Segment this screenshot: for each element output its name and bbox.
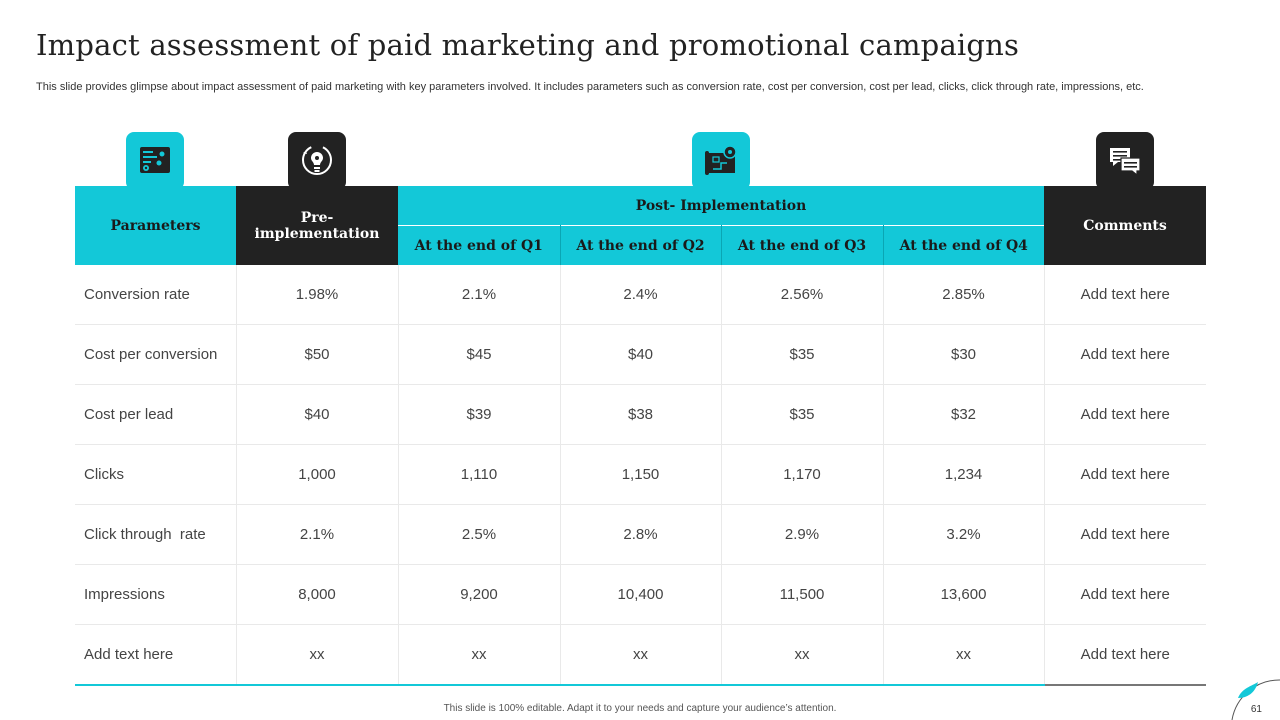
cell-q1: xx xyxy=(398,624,561,686)
cell-q2: $38 xyxy=(560,384,722,445)
page-number: 61 xyxy=(1250,704,1262,715)
cell-q1: 9,200 xyxy=(398,564,561,625)
header-q4: At the end of Q4 xyxy=(883,225,1045,265)
cell-q2: 2.8% xyxy=(560,504,722,565)
cell-parameter: Conversion rate xyxy=(75,265,237,325)
cell-q2: 10,400 xyxy=(560,564,722,625)
header-parameters: Parameters xyxy=(75,186,236,265)
cell-q2: xx xyxy=(560,624,722,686)
table-row: Cost per conversion $50 $45 $40 $35 $30 … xyxy=(75,324,1207,385)
table-row: Click through rate 2.1% 2.5% 2.8% 2.9% 3… xyxy=(75,504,1207,565)
cell-pre: 1.98% xyxy=(235,265,399,325)
slide-subtitle: This slide provides glimpse about impact… xyxy=(36,81,1144,93)
corner-decoration-icon xyxy=(1231,679,1280,720)
chat-bubbles-icon xyxy=(1096,132,1154,190)
cell-parameter: Clicks xyxy=(75,444,237,505)
cell-q1: 2.1% xyxy=(398,265,561,325)
settings-panel-icon xyxy=(126,132,184,190)
cell-q2: 1,150 xyxy=(560,444,722,505)
cell-q4: 13,600 xyxy=(883,564,1045,625)
cell-q3: 11,500 xyxy=(721,564,884,625)
cell-comment: Add text here xyxy=(1044,624,1207,686)
header-pre-implementation: Pre- implementation xyxy=(236,186,398,265)
cell-q4: 3.2% xyxy=(883,504,1045,565)
cell-q3: 2.9% xyxy=(721,504,884,565)
cell-comment: Add text here xyxy=(1044,564,1207,625)
table-row: Add text here xx xx xx xx xx Add text he… xyxy=(75,624,1207,686)
cell-q2: $40 xyxy=(560,324,722,385)
cell-q4: 1,234 xyxy=(883,444,1045,505)
header-post-implementation: Post- Implementation xyxy=(398,186,1045,226)
cell-comment: Add text here xyxy=(1044,265,1207,325)
cell-parameter: Add text here xyxy=(75,624,237,686)
header-q1: At the end of Q1 xyxy=(398,225,561,265)
lightbulb-gear-icon xyxy=(288,132,346,190)
cell-parameter: Click through rate xyxy=(75,504,237,565)
cell-parameter: Cost per lead xyxy=(75,384,237,445)
impact-assessment-table: Parameters Pre- implementation Post- Imp… xyxy=(75,186,1207,686)
cell-q1: 1,110 xyxy=(398,444,561,505)
cell-pre: 8,000 xyxy=(235,564,399,625)
cell-q1: $39 xyxy=(398,384,561,445)
table-row: Impressions 8,000 9,200 10,400 11,500 13… xyxy=(75,564,1207,625)
cell-q4: xx xyxy=(883,624,1045,686)
cell-q4: $32 xyxy=(883,384,1045,445)
cell-pre: $50 xyxy=(235,324,399,385)
cell-q3: $35 xyxy=(721,384,884,445)
cell-q2: 2.4% xyxy=(560,265,722,325)
table-row: Clicks 1,000 1,110 1,150 1,170 1,234 Add… xyxy=(75,444,1207,505)
cell-pre: 2.1% xyxy=(235,504,399,565)
cell-comment: Add text here xyxy=(1044,504,1207,565)
cell-q1: 2.5% xyxy=(398,504,561,565)
cell-q4: 2.85% xyxy=(883,265,1045,325)
cell-comment: Add text here xyxy=(1044,444,1207,505)
slide-footer: This slide is 100% editable. Adapt it to… xyxy=(443,703,837,714)
cell-parameter: Impressions xyxy=(75,564,237,625)
table-row: Conversion rate 1.98% 2.1% 2.4% 2.56% 2.… xyxy=(75,265,1207,325)
cell-pre: 1,000 xyxy=(235,444,399,505)
cell-comment: Add text here xyxy=(1044,324,1207,385)
cell-q3: xx xyxy=(721,624,884,686)
cell-parameter: Cost per conversion xyxy=(75,324,237,385)
cell-pre: xx xyxy=(235,624,399,686)
cell-q4: $30 xyxy=(883,324,1045,385)
header-q3: At the end of Q3 xyxy=(721,225,884,265)
cell-pre: $40 xyxy=(235,384,399,445)
header-q2: At the end of Q2 xyxy=(560,225,722,265)
cell-q1: $45 xyxy=(398,324,561,385)
cell-q3: 2.56% xyxy=(721,265,884,325)
cell-comment: Add text here xyxy=(1044,384,1207,445)
cell-q3: 1,170 xyxy=(721,444,884,505)
cell-q3: $35 xyxy=(721,324,884,385)
table-row: Cost per lead $40 $39 $38 $35 $32 Add te… xyxy=(75,384,1207,445)
slide-title: Impact assessment of paid marketing and … xyxy=(36,28,1020,62)
blueprint-gear-icon xyxy=(692,132,750,190)
header-comments: Comments xyxy=(1044,186,1207,265)
